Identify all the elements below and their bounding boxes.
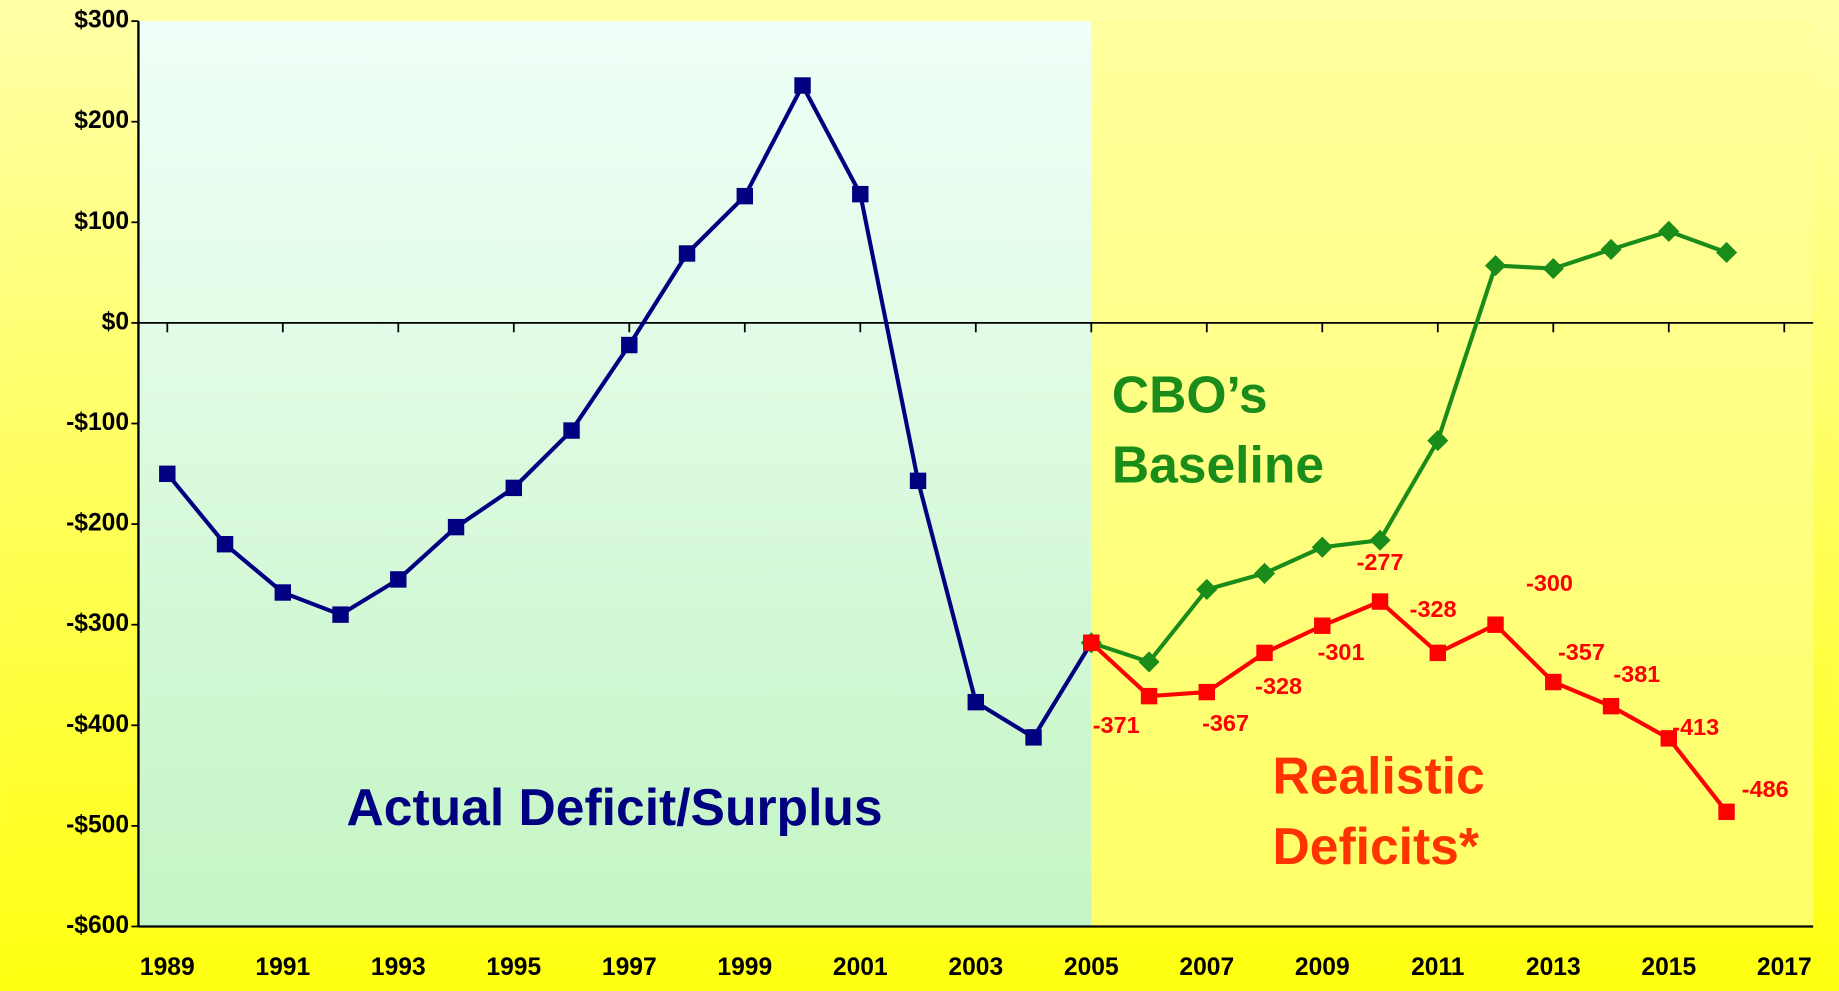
x-tick-label: 1999: [717, 954, 772, 981]
y-tick-label: -$300: [66, 610, 129, 637]
y-tick-label: -$200: [66, 510, 129, 537]
marker: [1484, 255, 1507, 277]
marker: [1718, 803, 1735, 821]
marker: [390, 571, 407, 588]
marker: [1025, 729, 1042, 746]
series-line: [1090, 229, 1728, 664]
x-tick-label: 2011: [1411, 954, 1464, 981]
marker: [505, 479, 523, 497]
y-tick-label: $200: [74, 107, 129, 134]
marker: [678, 245, 696, 262]
marker: [1256, 644, 1273, 662]
actual-region: [138, 21, 1092, 927]
marker: [1429, 644, 1446, 662]
data-label: -301: [1318, 639, 1365, 665]
marker: [1196, 578, 1218, 601]
marker: [159, 465, 176, 483]
x-tick-label: 2003: [948, 954, 1003, 981]
marker: [621, 336, 638, 354]
x-tick-label: 1993: [371, 954, 426, 981]
marker: [274, 584, 292, 601]
data-label: -367: [1202, 710, 1249, 736]
data-label: -486: [1742, 776, 1789, 802]
marker: [447, 518, 465, 536]
data-label: -328: [1255, 673, 1302, 699]
x-tick-label: 1991: [255, 954, 310, 981]
data-label: -381: [1613, 661, 1660, 687]
marker: [1138, 651, 1160, 673]
marker: [967, 693, 985, 711]
x-tick-label: 2017: [1757, 954, 1812, 981]
annotation: Realistic: [1273, 747, 1485, 805]
annotation: Actual Deficit/Surplus: [347, 778, 883, 836]
y-tick-label: -$600: [66, 912, 129, 939]
x-tick-label: 1997: [602, 954, 657, 981]
marker: [1140, 687, 1158, 705]
data-label: -371: [1093, 712, 1140, 738]
y-tick-label: -$500: [66, 811, 129, 838]
x-tick-label: 1989: [140, 954, 195, 981]
x-tick-label: 2013: [1526, 954, 1581, 981]
marker: [1660, 730, 1677, 747]
annotation: Baseline: [1112, 436, 1324, 494]
data-label: -357: [1558, 639, 1605, 665]
x-tick-label: 2007: [1179, 954, 1234, 981]
marker: [1371, 593, 1389, 610]
marker: [1198, 683, 1216, 701]
y-tick-label: -$400: [66, 711, 129, 738]
y-tick-label: $100: [74, 208, 129, 235]
marker: [909, 472, 927, 490]
y-tick-label: $300: [74, 7, 129, 34]
x-tick-label: 1995: [486, 954, 541, 981]
marker: [216, 536, 234, 553]
series-line: [1089, 599, 1729, 814]
y-tick-label: $0: [102, 308, 129, 335]
annotation: CBO’s: [1112, 365, 1268, 423]
marker: [1083, 634, 1100, 652]
x-tick-label: 2009: [1295, 954, 1350, 981]
marker: [1487, 616, 1504, 633]
marker: [1545, 673, 1562, 691]
marker: [1314, 617, 1331, 634]
data-label: -277: [1357, 549, 1404, 575]
marker: [563, 422, 580, 439]
data-label: -300: [1526, 570, 1573, 596]
x-tick-label: 2001: [833, 954, 888, 981]
marker: [852, 185, 869, 203]
marker: [1602, 697, 1620, 715]
x-tick-label: 2015: [1641, 954, 1696, 981]
x-tick-label: 2005: [1064, 954, 1119, 981]
marker: [736, 187, 754, 205]
marker: [794, 77, 811, 94]
annotation: Deficits*: [1273, 817, 1480, 875]
data-label: -328: [1410, 596, 1457, 622]
marker: [332, 606, 349, 623]
y-tick-label: -$100: [66, 409, 129, 436]
marker: [1311, 536, 1333, 558]
data-label: -413: [1672, 714, 1719, 740]
